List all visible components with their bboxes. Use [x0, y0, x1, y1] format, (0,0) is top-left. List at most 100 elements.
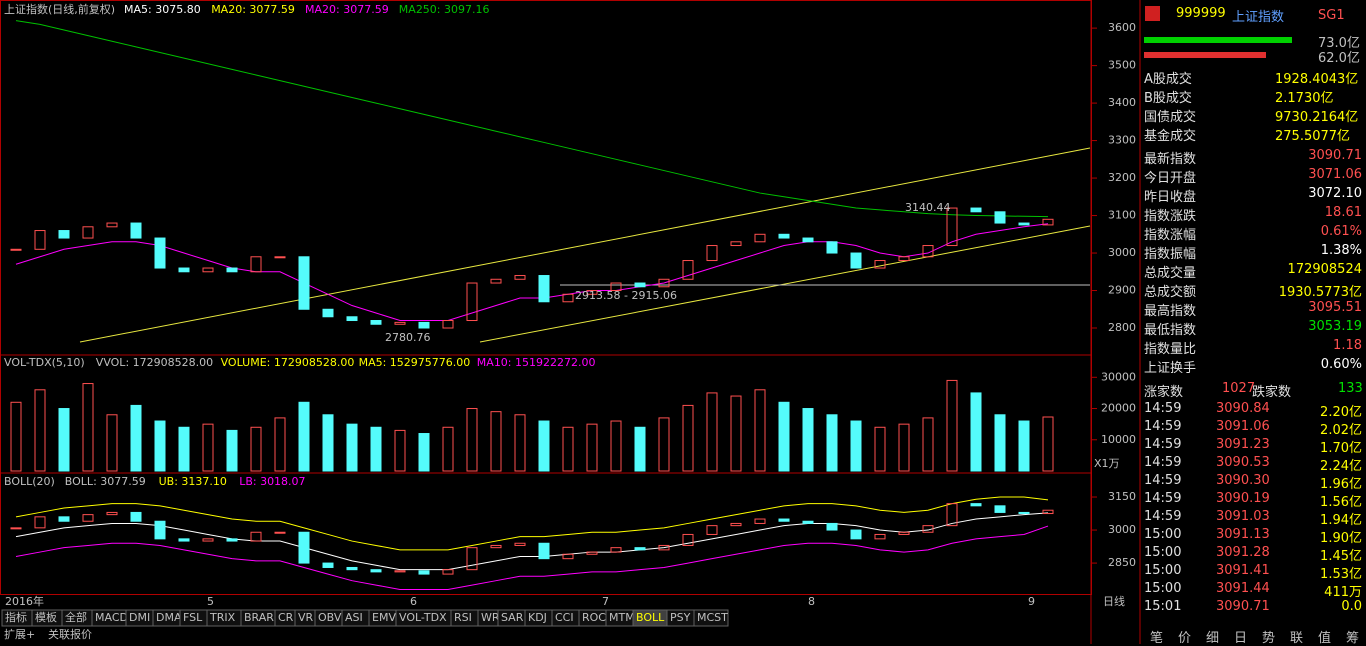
tab-label[interactable]: 指标: [5, 610, 27, 624]
tab-label[interactable]: 模板: [35, 610, 57, 624]
tab-label[interactable]: OBV: [318, 611, 342, 624]
row-value: 3053.19: [1308, 319, 1362, 334]
row-value: 172908524: [1287, 262, 1362, 277]
bottom-tab[interactable]: 扩展+: [4, 627, 35, 641]
trade-time: 15:00: [1144, 563, 1182, 578]
trade-price: 3090.30: [1216, 473, 1270, 488]
candle: [394, 570, 406, 573]
volume-bar: [466, 408, 478, 472]
volume-bar: [418, 433, 430, 472]
row-label: 最低指数: [1144, 323, 1197, 338]
y-tick-label: 3100: [1108, 209, 1136, 222]
unit-label: X1万: [1094, 457, 1120, 470]
row-label: 今日开盘: [1144, 171, 1197, 186]
tab-label[interactable]: PSY: [670, 611, 691, 624]
trade-price: 3091.28: [1216, 545, 1270, 560]
volume-bar: [10, 401, 22, 472]
candle: [178, 267, 190, 273]
tab-label[interactable]: WR: [481, 611, 500, 624]
bottom-tab[interactable]: 关联报价: [48, 627, 92, 641]
trade-volume: 1.56亿: [1320, 495, 1362, 510]
x-tick-label: 6: [410, 595, 417, 608]
tab-label[interactable]: BOLL: [636, 611, 665, 624]
y-tick-label: 3400: [1108, 96, 1136, 109]
tab-label[interactable]: VR: [298, 611, 314, 624]
volume-bar: [802, 408, 814, 472]
tab-label[interactable]: 全部: [65, 610, 87, 624]
bar-label: 73.0亿: [1318, 36, 1360, 51]
candle: [58, 230, 70, 239]
side-tab[interactable]: 筹: [1346, 631, 1360, 646]
volume-bar: [130, 404, 142, 472]
tab-label[interactable]: SAR: [501, 611, 524, 624]
candle: [370, 569, 382, 573]
trade-volume: 2.24亿: [1320, 459, 1362, 474]
tag: SG1: [1318, 8, 1345, 23]
y-tick-label: 2850: [1108, 556, 1136, 569]
side-tab[interactable]: 值: [1318, 631, 1332, 646]
candle: [682, 260, 694, 280]
tab-label[interactable]: KDJ: [528, 611, 547, 624]
side-tab[interactable]: 联: [1290, 631, 1304, 646]
row-label: A股成交: [1144, 72, 1192, 87]
side-tab[interactable]: 细: [1206, 631, 1220, 646]
volume-bar: [994, 414, 1006, 472]
volume-bar: [58, 408, 70, 472]
tab-label[interactable]: EMV: [372, 611, 396, 624]
legend-item: MA20: 3077.59: [305, 3, 389, 16]
volume-bar: [370, 426, 382, 472]
trade-time: 14:59: [1144, 437, 1182, 452]
candle: [274, 531, 286, 534]
tab-label[interactable]: DMA: [156, 611, 182, 624]
volume-bar: [346, 423, 358, 472]
tab-label[interactable]: MCST: [697, 611, 728, 624]
tab-label[interactable]: FSL: [183, 611, 203, 624]
trade-time: 14:59: [1144, 455, 1182, 470]
trade-price: 3091.03: [1216, 509, 1270, 524]
trade-time: 14:59: [1144, 491, 1182, 506]
side-tab[interactable]: 价: [1178, 631, 1192, 646]
candle: [778, 518, 790, 522]
row-value: 275.5077亿: [1275, 129, 1351, 144]
tab-label[interactable]: ASI: [345, 611, 363, 624]
tab-label[interactable]: DMI: [129, 611, 150, 624]
tab-label[interactable]: CCI: [555, 611, 574, 624]
trade-time: 15:00: [1144, 527, 1182, 542]
volume-bar: [754, 389, 766, 472]
tab-label[interactable]: RSI: [454, 611, 472, 624]
side-tab[interactable]: 笔: [1150, 631, 1164, 646]
mid-line: [15, 512, 1049, 571]
tab-label[interactable]: MTM: [609, 611, 635, 624]
candle: [202, 267, 214, 273]
logo: [1145, 6, 1160, 21]
y-tick-label: 30000: [1101, 370, 1136, 383]
tab-label[interactable]: TRIX: [209, 611, 236, 624]
x-tick-label: 5: [207, 595, 214, 608]
row-value: 0.60%: [1320, 357, 1362, 372]
candle: [346, 566, 358, 571]
volume-bar: [682, 404, 694, 472]
side-tab[interactable]: 势: [1262, 631, 1276, 646]
tab-label[interactable]: VOL-TDX: [399, 611, 447, 624]
candle: [58, 516, 70, 522]
volume-bar: [946, 379, 958, 472]
tab-label[interactable]: MACD: [95, 611, 128, 624]
tab-label[interactable]: ROC: [582, 611, 606, 624]
candle: [826, 522, 838, 531]
tab-label[interactable]: BRAR: [244, 611, 274, 624]
candle: [778, 233, 790, 239]
tab[interactable]: [693, 609, 729, 627]
volume-bar: [586, 423, 598, 472]
candle: [850, 529, 862, 540]
annotation: 2780.76: [385, 331, 431, 344]
bar: [1144, 52, 1266, 58]
tab-label[interactable]: CR: [278, 611, 294, 624]
trade-price: 3091.44: [1216, 581, 1270, 596]
row-label: B股成交: [1144, 91, 1192, 106]
candle: [490, 544, 502, 549]
trade-price: 3091.13: [1216, 527, 1270, 542]
volume-bar: [922, 417, 934, 472]
candle: [82, 226, 94, 239]
side-tab[interactable]: 日: [1234, 631, 1248, 646]
